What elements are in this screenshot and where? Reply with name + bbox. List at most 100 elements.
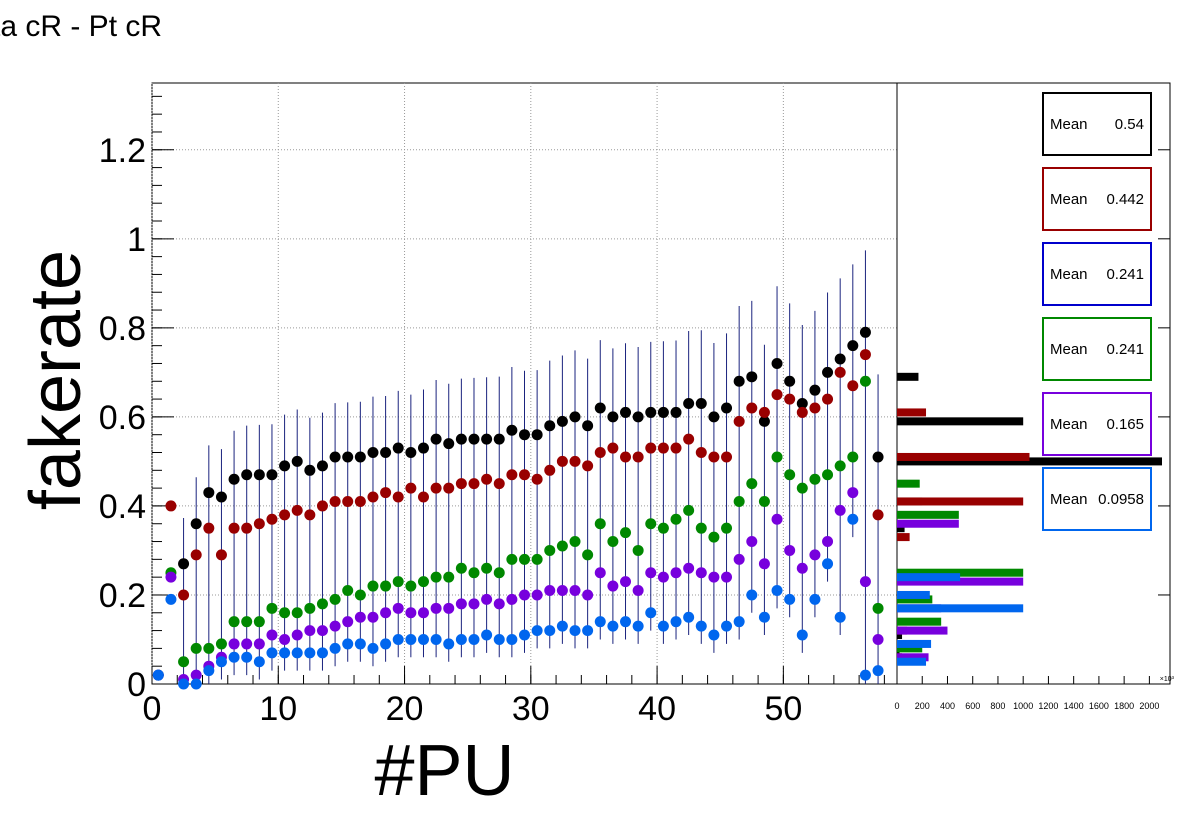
data-point <box>392 576 404 588</box>
stat-label: Mean <box>1050 265 1088 283</box>
stat-label: Mean <box>1050 490 1088 508</box>
data-point <box>455 478 467 490</box>
data-point <box>519 429 530 441</box>
data-point <box>342 451 354 463</box>
data-point <box>607 536 619 548</box>
hist-bar <box>897 417 1024 426</box>
data-point <box>316 500 328 512</box>
data-point <box>758 495 770 507</box>
data-point <box>253 638 265 650</box>
data-point <box>493 478 505 490</box>
data-point <box>367 447 379 459</box>
hist-bar <box>897 631 903 640</box>
data-point <box>847 487 859 499</box>
data-point <box>796 629 808 641</box>
data-point <box>607 580 619 592</box>
data-point <box>228 522 240 534</box>
data-point <box>519 629 530 641</box>
y-tick-label: 1.2 <box>99 132 146 170</box>
data-point <box>708 629 720 641</box>
data-point <box>405 580 417 592</box>
side-x-tick-label: 1000 <box>1013 701 1033 711</box>
data-point <box>190 669 202 681</box>
side-x-tick-label: 1200 <box>1038 701 1058 711</box>
data-point <box>506 593 518 605</box>
data-point <box>544 585 556 597</box>
y-tick-label: 0 <box>127 666 146 704</box>
data-point <box>784 375 796 387</box>
data-point <box>822 558 834 570</box>
data-point <box>316 598 328 610</box>
hist-bar <box>897 452 1030 461</box>
data-point <box>203 487 215 499</box>
hist-bar <box>897 577 1024 586</box>
data-point <box>758 406 770 418</box>
data-point <box>784 544 796 556</box>
stat-value: 0.0958 <box>1098 490 1144 508</box>
data-point <box>481 593 493 605</box>
hist-bar <box>897 644 923 653</box>
data-point <box>430 571 442 583</box>
hist-bar <box>897 457 1162 466</box>
data-point <box>481 433 493 445</box>
data-point <box>178 678 190 690</box>
data-point <box>695 398 707 410</box>
data-point <box>569 455 581 467</box>
data-point <box>203 642 215 654</box>
data-point <box>342 495 354 507</box>
data-point <box>796 398 808 410</box>
data-point <box>695 620 707 632</box>
data-point <box>859 326 871 338</box>
data-point <box>228 616 240 628</box>
data-point <box>721 522 733 534</box>
data-point <box>670 442 682 454</box>
data-point <box>620 576 632 588</box>
data-point <box>506 469 518 481</box>
data-point <box>531 473 543 485</box>
data-point <box>657 620 669 632</box>
stat-box: Mean 0.241 <box>1042 242 1152 306</box>
data-point <box>241 469 253 481</box>
data-point <box>455 598 467 610</box>
data-point <box>607 620 619 632</box>
data-point <box>708 531 720 543</box>
data-point <box>354 638 366 650</box>
data-point <box>481 473 493 485</box>
data-point <box>683 504 695 516</box>
data-point <box>203 522 215 534</box>
data-point <box>228 651 240 663</box>
data-point <box>645 518 657 530</box>
data-point <box>241 522 253 534</box>
data-point <box>645 442 657 454</box>
data-point <box>329 495 341 507</box>
data-point <box>241 616 253 628</box>
data-point <box>708 451 720 463</box>
data-point <box>291 607 303 619</box>
data-point <box>316 460 328 472</box>
data-point <box>721 571 733 583</box>
data-point <box>430 633 442 645</box>
data-point <box>291 504 303 516</box>
data-point <box>493 567 505 579</box>
data-point <box>493 433 505 445</box>
data-point <box>632 585 644 597</box>
data-point <box>519 553 530 565</box>
data-point <box>392 442 404 454</box>
data-point <box>834 366 846 378</box>
data-point <box>683 398 695 410</box>
hist-bar <box>897 497 1024 506</box>
data-point <box>859 375 871 387</box>
hist-bar <box>897 639 932 648</box>
data-point <box>455 633 467 645</box>
data-point <box>279 509 291 521</box>
data-point <box>721 451 733 463</box>
data-point <box>279 633 291 645</box>
data-point <box>872 602 884 614</box>
data-point <box>569 585 581 597</box>
data-point <box>405 447 417 459</box>
data-point <box>266 602 278 614</box>
data-point <box>758 415 770 427</box>
data-point <box>822 536 834 548</box>
data-point <box>847 513 859 525</box>
hist-bar <box>897 479 920 488</box>
